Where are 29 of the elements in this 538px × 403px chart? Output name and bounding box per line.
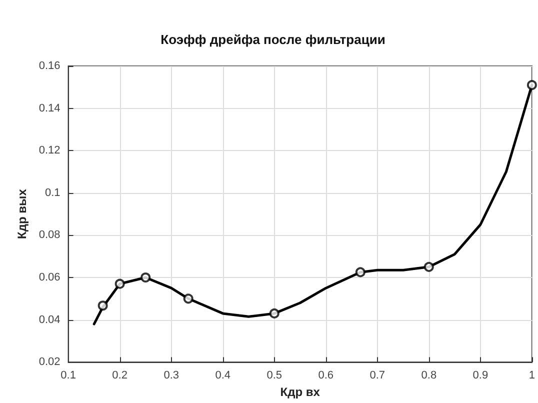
- point: [183, 294, 194, 304]
- y-tick-label: 0.04: [38, 314, 60, 326]
- y-tick-label: 0.02: [38, 356, 60, 368]
- x-tick-label: 0.5: [266, 370, 282, 382]
- y-tick-label: 0.16: [38, 60, 60, 72]
- chart-title: Коэфф дрейфа после фильтрации: [160, 32, 386, 47]
- x-tick-label: 0.7: [370, 370, 386, 382]
- x-tick-label: 1: [528, 370, 536, 382]
- x-tick-label: 0.9: [472, 370, 488, 382]
- point: [140, 272, 151, 282]
- point: [98, 300, 108, 311]
- x-tick-label: 0.8: [421, 370, 437, 382]
- point: [424, 262, 434, 272]
- y-tick-label: 0.08: [38, 229, 60, 242]
- y-tick-label: 0.06: [38, 272, 60, 284]
- y-tick-label: 0.1: [45, 186, 60, 199]
- point: [114, 278, 125, 289]
- y-tick-label: 0.14: [38, 102, 60, 114]
- x-axis-title: Кдр вх: [280, 385, 320, 399]
- x-tick-label: 0.4: [215, 370, 230, 382]
- x-tick-label: 0.3: [164, 370, 179, 382]
- x-tick-label: 0.1: [60, 370, 76, 382]
- point: [526, 80, 537, 90]
- x-tick-label: 0.6: [318, 370, 334, 382]
- point: [269, 308, 280, 318]
- x-tick-label: 0.2: [112, 370, 128, 382]
- y-tick-label: 0.12: [38, 144, 60, 157]
- point: [355, 267, 366, 278]
- y-axis-title: Кдр вых: [15, 188, 29, 240]
